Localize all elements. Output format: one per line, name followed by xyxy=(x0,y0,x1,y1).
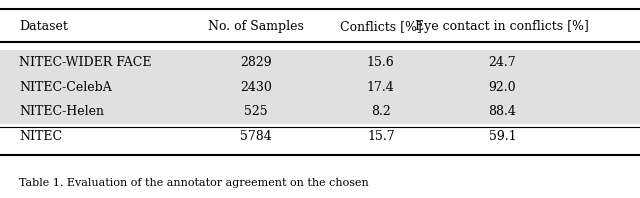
Text: 59.1: 59.1 xyxy=(488,130,516,143)
Text: 5784: 5784 xyxy=(240,130,272,143)
Text: NITEC: NITEC xyxy=(19,130,62,143)
Text: 2829: 2829 xyxy=(240,56,272,69)
Text: 15.6: 15.6 xyxy=(367,56,395,69)
Text: 8.2: 8.2 xyxy=(371,105,390,118)
Text: 24.7: 24.7 xyxy=(488,56,516,69)
Bar xyxy=(0,99,640,124)
Text: NITEC-CelebA: NITEC-CelebA xyxy=(19,81,112,94)
Text: 92.0: 92.0 xyxy=(488,81,516,94)
Text: Eye contact in conflicts [%]: Eye contact in conflicts [%] xyxy=(415,20,589,33)
Text: 15.7: 15.7 xyxy=(367,130,395,143)
Text: 17.4: 17.4 xyxy=(367,81,395,94)
Text: NITEC-WIDER FACE: NITEC-WIDER FACE xyxy=(19,56,152,69)
Text: 88.4: 88.4 xyxy=(488,105,516,118)
Text: Dataset: Dataset xyxy=(19,20,68,33)
Text: No. of Samples: No. of Samples xyxy=(208,20,304,33)
Text: Conflicts [%]: Conflicts [%] xyxy=(340,20,422,33)
Text: NITEC-Helen: NITEC-Helen xyxy=(19,105,104,118)
Text: 2430: 2430 xyxy=(240,81,272,94)
Text: Table 1. Evaluation of the annotator agreement on the chosen: Table 1. Evaluation of the annotator agr… xyxy=(19,178,369,188)
Bar xyxy=(0,75,640,99)
Text: 525: 525 xyxy=(244,105,268,118)
Bar xyxy=(0,50,640,75)
